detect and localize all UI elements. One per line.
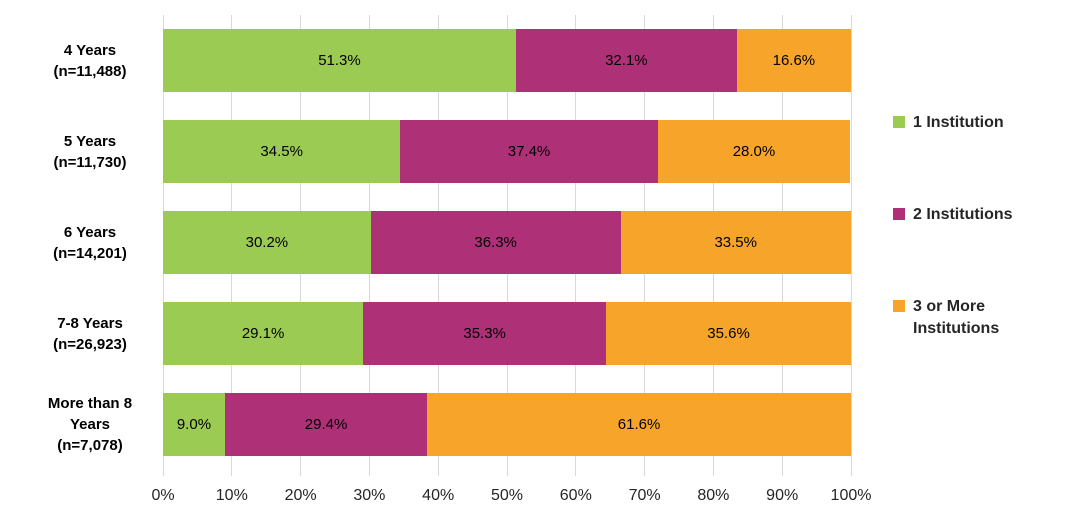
legend-swatch-icon: [893, 208, 905, 220]
bar-segment: 30.2%: [163, 211, 371, 274]
legend-item: 1 Institution: [893, 112, 1025, 134]
axis-tick: [781, 470, 783, 476]
bar-segment: 35.6%: [606, 302, 851, 365]
x-axis-tick-label: 70%: [628, 487, 661, 504]
x-axis-tick-label: 80%: [697, 487, 730, 504]
bar-row: 34.5% 37.4% 28.0%: [163, 106, 851, 197]
axis-tick: [368, 470, 370, 476]
axis-tick: [506, 470, 508, 476]
legend-swatch-icon: [893, 116, 905, 128]
category-label: More than 8 Years (n=7,078): [47, 395, 133, 454]
stacked-bar: 34.5% 37.4% 28.0%: [163, 120, 851, 183]
bar-row: 29.1% 35.3% 35.6%: [163, 288, 851, 379]
bar-segment: 33.5%: [620, 211, 851, 274]
bar-segment: 16.6%: [736, 29, 851, 92]
stacked-bar: 51.3% 32.1% 16.6%: [163, 29, 851, 92]
plot-area: 51.3% 32.1% 16.6% 34.5% 37.4% 28.0% 30.2% 36.3%…: [162, 15, 852, 470]
plot-wrap: 51.3% 32.1% 16.6% 34.5% 37.4% 28.0% 30.2% 36.3%…: [151, 0, 871, 523]
legend-label: 2 Institutions: [913, 206, 1013, 223]
bar-segment: 32.1%: [515, 29, 737, 92]
bar-segment: 36.3%: [370, 211, 621, 274]
legend-label: 3 or More Institutions: [913, 298, 1000, 337]
axis-tick: [162, 470, 164, 476]
stacked-bar: 9.0% 29.4% 61.6%: [163, 393, 851, 456]
legend-item: 3 or More Institutions: [893, 296, 1025, 340]
category-axis: 4 Years (n=11,488) 5 Years (n=11,730) 6 Year…: [24, 15, 156, 470]
bar-segment: 29.1%: [163, 302, 364, 365]
x-axis-tick-label: 0%: [151, 487, 175, 504]
bar-segment: 35.3%: [363, 302, 607, 365]
bar-segment: 34.5%: [163, 120, 401, 183]
stacked-bar: 30.2% 36.3% 33.5%: [163, 211, 851, 274]
category-label: 5 Years (n=11,730): [53, 132, 127, 171]
bar-row: 51.3% 32.1% 16.6%: [163, 15, 851, 106]
category-label: 7-8 Years (n=26,923): [53, 314, 127, 353]
bar-segment: 28.0%: [657, 120, 851, 183]
axis-tick: [644, 470, 646, 476]
x-axis-tick-label: 90%: [766, 487, 799, 504]
legend: 1 Institution 2 Institutions 3 or More Ins…: [893, 112, 1025, 340]
x-axis-tick-label: 50%: [490, 487, 524, 504]
bar-segment: 37.4%: [400, 120, 658, 183]
axis-tick: [231, 470, 233, 476]
category-label: 6 Years (n=14,201): [53, 223, 127, 262]
stacked-bar: 29.1% 35.3% 35.6%: [163, 302, 851, 365]
axis-tick: [850, 470, 852, 476]
legend-label: 1 Institution: [913, 114, 1004, 131]
x-axis-tick-label: 40%: [422, 487, 455, 504]
x-axis-tick-label: 60%: [559, 487, 592, 504]
bar-segment: 61.6%: [427, 393, 851, 456]
axis-tick: [712, 470, 714, 476]
x-axis-tick-label: 10%: [215, 487, 248, 504]
axis-tick: [437, 470, 439, 476]
axis-tick: [575, 470, 577, 476]
bar-segment: 9.0%: [163, 393, 225, 456]
x-axis-tick-label: 20%: [284, 487, 317, 504]
bar-rows: 51.3% 32.1% 16.6% 34.5% 37.4% 28.0% 30.2% 36.3%…: [163, 15, 851, 470]
bar-row: 9.0% 29.4% 61.6%: [163, 379, 851, 470]
x-axis-tick-label: 30%: [353, 487, 386, 504]
category-label: 4 Years (n=11,488): [53, 41, 127, 80]
bar-segment: 29.4%: [224, 393, 428, 456]
gridline: [850, 15, 852, 470]
x-axis-tick-label: 100%: [830, 487, 872, 504]
bar-segment: 51.3%: [163, 29, 516, 92]
axis-tick: [300, 470, 302, 476]
bar-row: 30.2% 36.3% 33.5%: [163, 197, 851, 288]
legend-swatch-icon: [893, 300, 905, 312]
legend-item: 2 Institutions: [893, 204, 1025, 226]
